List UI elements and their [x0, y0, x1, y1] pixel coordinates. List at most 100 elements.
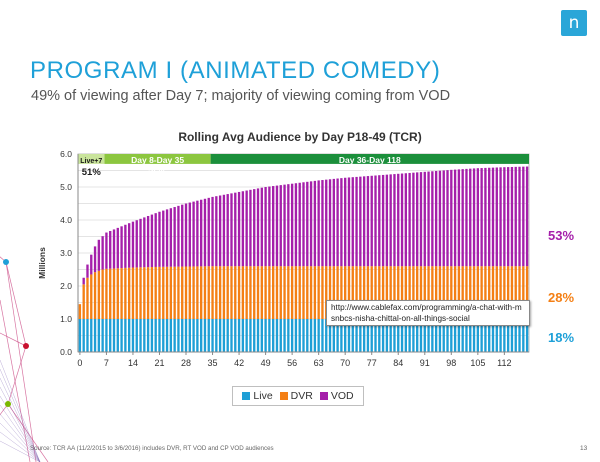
bar-vod [158, 211, 161, 267]
bar-live [154, 319, 157, 352]
bar-live [241, 319, 245, 352]
bar-dvr [230, 266, 233, 319]
bar-live [457, 319, 461, 352]
bar-dvr [427, 266, 430, 319]
bar-dvr [461, 266, 464, 319]
decorative-line [0, 299, 31, 462]
bar-live [381, 319, 385, 352]
bar-dvr [283, 266, 286, 319]
bar-dvr [408, 266, 411, 319]
bar-vod [222, 194, 226, 267]
bar-vod [279, 185, 282, 267]
bar-live [143, 319, 146, 352]
bar-dvr [423, 266, 426, 319]
bar-dvr [162, 266, 165, 319]
bar-live [105, 319, 108, 352]
bar-live [434, 319, 438, 352]
bar-vod [362, 176, 366, 267]
bar-live [165, 319, 169, 352]
bar-live [427, 319, 430, 352]
bar-live [423, 319, 426, 352]
bar-dvr [124, 267, 127, 319]
bar-vod [215, 196, 218, 267]
decorative-node [5, 401, 11, 407]
legend-swatch-live [242, 392, 251, 400]
y-tick-label: 0.0 [60, 347, 72, 357]
bar-dvr [253, 266, 256, 319]
x-tick-label: 112 [497, 358, 511, 368]
legend-label-dvr: DVR [290, 390, 313, 402]
bar-live [120, 319, 123, 352]
bar-vod [298, 182, 301, 267]
bar-live [340, 319, 343, 352]
bar-dvr [328, 266, 332, 319]
bar-live [488, 319, 491, 352]
bar-dvr [165, 266, 169, 319]
bar-vod [226, 194, 229, 267]
bar-dvr [268, 266, 271, 319]
bar-live [127, 319, 131, 352]
bar-dvr [290, 266, 294, 319]
bar-dvr [294, 266, 298, 319]
bar-live [230, 319, 233, 352]
bar-vod [272, 186, 275, 267]
bar-vod [237, 191, 241, 267]
bar-vod [139, 218, 142, 268]
bar-live [272, 319, 275, 352]
bar-vod [522, 166, 525, 267]
bar-dvr [120, 268, 123, 319]
decorative-line [5, 261, 27, 347]
bar-vod [434, 170, 438, 267]
bar-dvr [173, 266, 176, 319]
bar-vod [518, 166, 521, 267]
bar-dvr [469, 266, 472, 319]
bar-live [188, 319, 191, 352]
bar-dvr [184, 266, 188, 319]
bar-live [332, 319, 335, 352]
period-band-value: 26% [148, 167, 168, 178]
bar-live [400, 319, 404, 352]
decorative-line [0, 332, 27, 347]
bar-vod [442, 170, 445, 267]
bar-vod [150, 214, 154, 268]
bar-live [218, 319, 222, 352]
bar-vod [461, 169, 464, 267]
bar-live [491, 319, 495, 352]
bar-live [256, 319, 260, 352]
bar-dvr [480, 266, 483, 319]
bar-dvr [484, 266, 487, 319]
bar-live [525, 319, 529, 352]
bar-live [279, 319, 282, 352]
bar-live [203, 319, 207, 352]
bar-dvr [336, 266, 339, 319]
source-footnote: Source: TCR AA (11/2/2015 to 3/6/2016) i… [30, 445, 274, 452]
bar-live [374, 319, 377, 352]
bar-vod [169, 208, 173, 267]
bar-dvr [374, 266, 377, 319]
bar-live [465, 319, 468, 352]
bar-vod [116, 227, 119, 269]
bar-vod [412, 172, 415, 267]
decorative-line [0, 256, 7, 263]
bar-live [234, 319, 237, 352]
bar-vod [499, 167, 502, 267]
bar-dvr [192, 266, 195, 319]
bar-vod [336, 178, 339, 267]
bar-vod [211, 196, 214, 267]
decorative-line [0, 422, 41, 462]
x-tick-label: 91 [420, 358, 430, 368]
x-tick-label: 98 [446, 358, 456, 368]
decorative-line [7, 403, 49, 462]
bar-vod [359, 176, 362, 267]
bar-live [93, 319, 97, 352]
bar-vod [256, 188, 260, 267]
page-number: 13 [580, 445, 588, 452]
bar-live [412, 319, 415, 352]
bar-dvr [260, 266, 263, 319]
period-band-label: Day 8-Day 35 [131, 155, 184, 165]
bar-dvr [340, 266, 343, 319]
bar-vod [514, 166, 517, 267]
bar-dvr [465, 266, 468, 319]
bar-live [480, 319, 483, 352]
bar-live [101, 319, 104, 352]
